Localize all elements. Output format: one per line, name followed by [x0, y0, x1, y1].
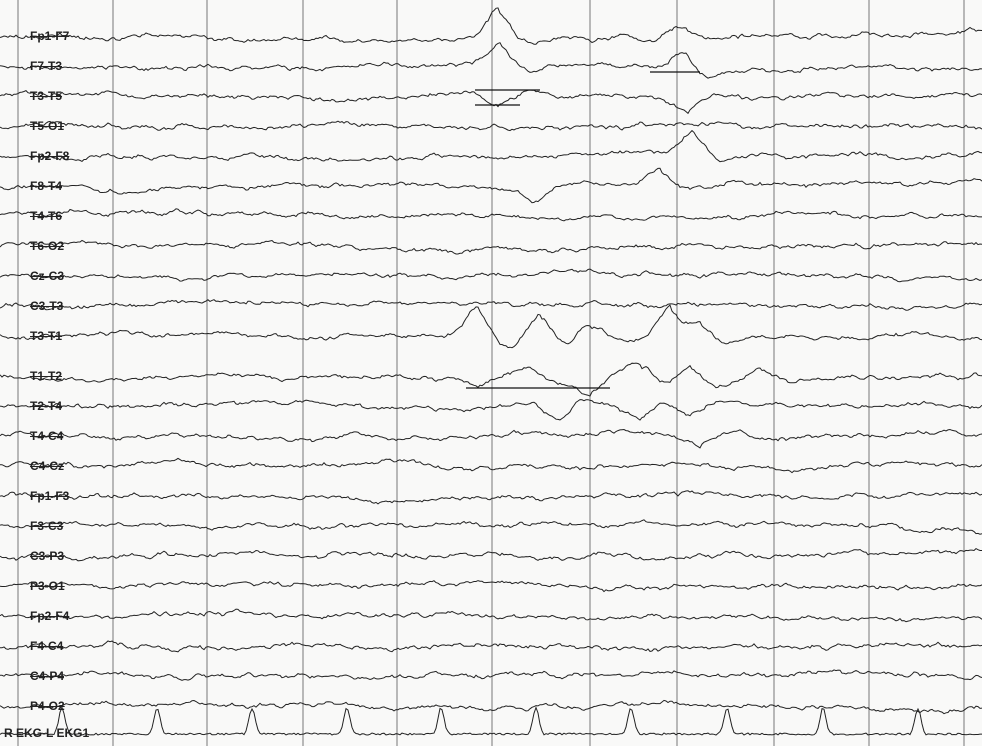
waveform-channel	[0, 8, 982, 44]
channel-label: C4-P4	[30, 669, 64, 683]
channel-label: T1-T2	[30, 369, 62, 383]
channel-label: T5-O1	[30, 119, 64, 133]
channel-label: C3-T3	[30, 299, 63, 313]
waveform-channel	[0, 549, 982, 561]
channel-label: T3-T5	[30, 89, 62, 103]
waveform-channel	[0, 43, 982, 78]
waveform-channel	[0, 241, 982, 255]
waveform-channel	[0, 670, 982, 680]
waveform-channel	[0, 641, 982, 652]
waveform-channel	[0, 400, 982, 421]
channel-label: P3-O1	[30, 579, 65, 593]
waveform-channel	[0, 305, 982, 348]
waveform-channel	[0, 209, 982, 221]
waveform-channel	[0, 491, 982, 504]
waveform-channel	[0, 458, 982, 472]
waveform-channel	[0, 609, 982, 622]
waveform-channel	[0, 269, 982, 282]
channel-label: T3-T1	[30, 329, 62, 343]
waveform-channel	[0, 131, 982, 162]
channel-label: T4-T6	[30, 209, 62, 223]
channel-label: C4-Cz	[30, 459, 64, 473]
channel-label: F3-C3	[30, 519, 63, 533]
eeg-waveforms	[0, 0, 982, 746]
waveform-channel	[0, 700, 982, 713]
channel-label: F4-C4	[30, 639, 63, 653]
waveform-channel	[0, 363, 982, 396]
waveform-channel	[0, 121, 982, 130]
waveform-channel	[0, 430, 982, 448]
ekg-label: R EKG-L EKG1	[4, 726, 89, 740]
channel-label: Fp1-F7	[30, 29, 69, 43]
channel-label: C3-P3	[30, 549, 64, 563]
channel-label: P4-O2	[30, 699, 65, 713]
channel-label: T6-O2	[30, 239, 64, 253]
channel-label: T4-C4	[30, 429, 63, 443]
ekg-waveform	[0, 708, 982, 736]
channel-label: F7-T3	[30, 59, 62, 73]
channel-label: Fp2-F4	[30, 609, 69, 623]
waveform-channel	[0, 168, 982, 202]
waveform-channel	[0, 90, 982, 113]
channel-label: F8-T4	[30, 179, 62, 193]
channel-label: Cz-C3	[30, 269, 64, 283]
channel-label: Fp2-F8	[30, 149, 69, 163]
channel-label: Fp1-F3	[30, 489, 69, 503]
eeg-chart: Fp1-F7 F7-T3 T3-T5 T5-O1 Fp2-F8 F8-T4 T4-T6 T6-…	[0, 0, 982, 746]
waveform-channel	[0, 300, 982, 311]
waveform-channel	[0, 520, 982, 534]
waveform-channel	[0, 581, 982, 592]
channel-label: T2-T4	[30, 399, 62, 413]
